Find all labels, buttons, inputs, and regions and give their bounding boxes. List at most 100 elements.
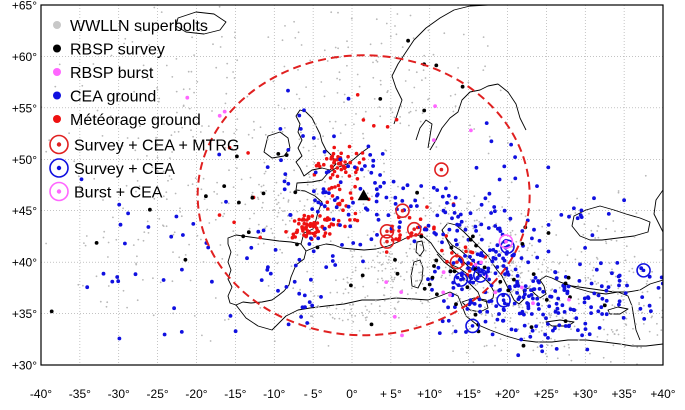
wwlln-point <box>169 157 171 160</box>
wwlln-point <box>221 35 223 38</box>
cea-point <box>400 199 405 203</box>
wwlln-point <box>223 212 226 215</box>
wwlln-point <box>486 45 489 47</box>
wwlln-point <box>188 107 191 110</box>
wwlln-point <box>381 263 384 265</box>
wwlln-point <box>614 275 617 278</box>
wwlln-point <box>465 314 468 317</box>
cea-point <box>310 207 315 212</box>
meteorage-point <box>406 235 410 240</box>
wwlln-point <box>585 279 587 282</box>
wwlln-point <box>257 198 260 201</box>
wwlln-point <box>77 283 80 286</box>
cea-point <box>599 261 603 266</box>
wwlln-point <box>175 58 178 60</box>
wwlln-point <box>324 181 326 183</box>
wwlln-point <box>228 169 230 172</box>
legend-dot-marker <box>53 91 61 100</box>
wwlln-point <box>570 328 572 331</box>
cea-point <box>437 331 442 335</box>
wwlln-point <box>482 69 485 71</box>
wwlln-point <box>316 193 319 195</box>
wwlln-point <box>624 345 626 348</box>
wwlln-point <box>558 286 561 289</box>
wwlln-point <box>439 222 442 225</box>
wwlln-point <box>568 346 570 349</box>
wwlln-point <box>387 258 390 261</box>
cea-point <box>261 228 266 233</box>
wwlln-point <box>236 254 239 256</box>
wwlln-point <box>541 326 543 328</box>
wwlln-point <box>620 343 623 346</box>
cea-point <box>530 236 534 241</box>
wwlln-point <box>447 232 449 234</box>
wwlln-point <box>335 307 338 310</box>
wwlln-point <box>469 287 472 290</box>
wwlln-point <box>109 115 112 117</box>
coincidence-center-dot <box>400 208 405 213</box>
cea-point <box>596 293 601 298</box>
legend-dot-marker <box>53 68 61 76</box>
wwlln-point <box>136 255 138 258</box>
rbsp-survey-point <box>276 152 281 156</box>
wwlln-point <box>588 263 591 265</box>
cea-point <box>179 330 184 334</box>
wwlln-point <box>266 138 269 141</box>
wwlln-point <box>136 180 139 182</box>
cea-point <box>463 254 467 258</box>
wwlln-point <box>311 315 314 318</box>
wwlln-point <box>350 17 353 20</box>
wwlln-point <box>390 276 393 279</box>
wwlln-point <box>259 307 262 309</box>
wwlln-point <box>390 196 393 199</box>
wwlln-point <box>115 238 118 241</box>
wwlln-point <box>381 277 383 280</box>
wwlln-point <box>440 276 443 279</box>
wwlln-point <box>406 298 409 301</box>
x-tick-label: +20° <box>495 387 520 401</box>
wwlln-point <box>349 250 352 252</box>
wwlln-point <box>172 312 175 315</box>
wwlln-point <box>155 136 158 139</box>
cea-point <box>585 347 590 352</box>
wwlln-point <box>548 300 551 303</box>
wwlln-point <box>294 37 297 39</box>
wwlln-point <box>360 255 363 258</box>
meteorage-point <box>335 166 340 170</box>
cea-point <box>487 299 491 304</box>
cea-point <box>316 200 321 205</box>
wwlln-point <box>620 230 623 233</box>
wwlln-point <box>235 128 238 131</box>
cea-point <box>502 208 507 213</box>
cea-point <box>501 264 506 268</box>
legend-dot-marker <box>53 115 61 123</box>
wwlln-point <box>442 237 444 240</box>
cea-point <box>446 193 451 198</box>
wwlln-point <box>503 277 505 279</box>
wwlln-point <box>660 329 663 331</box>
cea-point <box>480 254 485 258</box>
wwlln-point <box>383 170 385 173</box>
wwlln-point <box>412 37 415 40</box>
meteorage-point <box>291 232 296 237</box>
cea-point <box>519 256 524 260</box>
cea-point <box>513 328 518 333</box>
cea-point <box>592 196 596 201</box>
wwlln-point <box>474 251 477 253</box>
wwlln-point <box>650 316 653 319</box>
wwlln-point <box>484 314 487 316</box>
wwlln-point <box>172 251 174 254</box>
cea-point <box>507 284 512 289</box>
cea-point <box>332 134 336 139</box>
cea-point <box>115 275 120 279</box>
wwlln-point <box>538 341 540 344</box>
rbsp-survey-point <box>406 38 410 43</box>
wwlln-point <box>393 276 396 279</box>
cea-point <box>459 219 464 224</box>
wwlln-point <box>193 315 196 317</box>
wwlln-point <box>484 216 486 219</box>
wwlln-point <box>611 331 614 333</box>
wwlln-point <box>420 255 423 258</box>
wwlln-point <box>519 272 522 275</box>
